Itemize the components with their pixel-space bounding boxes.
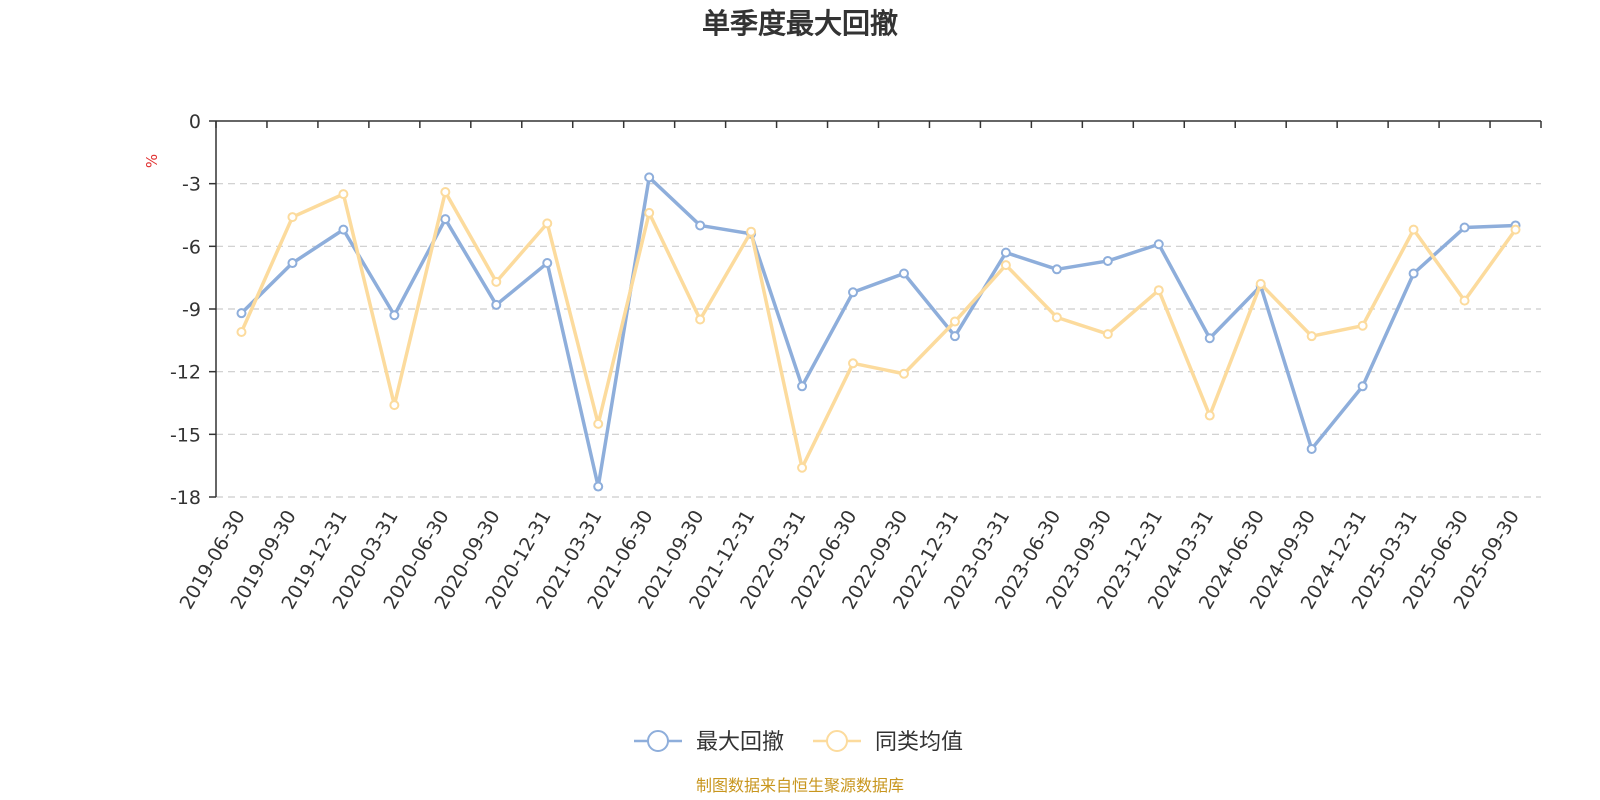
data-point xyxy=(440,214,451,225)
data-point xyxy=(593,418,604,429)
data-point xyxy=(1000,247,1011,258)
data-point xyxy=(797,462,808,473)
data-point xyxy=(236,326,247,337)
data-point xyxy=(1153,285,1164,296)
data-point xyxy=(338,224,349,235)
chart-title: 单季度最大回撤 xyxy=(702,7,898,40)
y-tick-label: 0 xyxy=(189,111,201,133)
data-point xyxy=(949,331,960,342)
grid-lines xyxy=(216,183,1541,498)
data-point xyxy=(1051,312,1062,323)
y-tick-label: -12 xyxy=(170,362,201,384)
data-point xyxy=(1459,295,1470,306)
data-point xyxy=(287,258,298,269)
data-source: 制图数据来自恒生聚源数据库 xyxy=(696,776,904,795)
data-point xyxy=(949,316,960,327)
legend-item-2[interactable]: 同类均值 xyxy=(813,730,963,755)
series-line xyxy=(240,175,1516,489)
series-line xyxy=(239,190,1517,470)
data-point xyxy=(1102,329,1113,340)
data-point xyxy=(491,299,502,310)
data-point xyxy=(695,314,706,325)
data-point xyxy=(1102,255,1113,266)
data-point xyxy=(1459,222,1470,233)
data-point xyxy=(1153,239,1164,250)
series-lines xyxy=(236,172,1521,492)
data-point xyxy=(898,368,909,379)
legend-marker xyxy=(826,730,848,752)
data-point xyxy=(287,212,298,223)
data-point xyxy=(338,189,349,200)
y-axis-unit: % xyxy=(143,154,161,168)
y-tick-label: -3 xyxy=(182,174,201,196)
data-point xyxy=(644,172,655,183)
y-tick-label: -15 xyxy=(170,424,201,446)
data-point xyxy=(389,400,400,411)
data-point xyxy=(1408,224,1419,235)
data-point xyxy=(695,220,706,231)
y-tick-label: -6 xyxy=(182,236,201,258)
data-point xyxy=(1051,264,1062,275)
data-point xyxy=(1204,333,1215,344)
data-point xyxy=(542,218,553,229)
series-2 xyxy=(236,187,1521,473)
data-point xyxy=(1306,331,1317,342)
data-point xyxy=(1357,320,1368,331)
series-1 xyxy=(236,172,1521,492)
data-point xyxy=(848,358,859,369)
data-point xyxy=(389,310,400,321)
y-tick-label: -18 xyxy=(170,487,201,509)
data-point xyxy=(440,187,451,198)
legend[interactable]: 最大回撤 同类均值 xyxy=(634,730,963,755)
data-point xyxy=(1510,224,1521,235)
legend-item-1[interactable]: 最大回撤 xyxy=(634,730,784,755)
data-point xyxy=(1306,443,1317,454)
data-point xyxy=(848,287,859,298)
data-point xyxy=(491,276,502,287)
data-point xyxy=(1357,381,1368,392)
data-point xyxy=(542,258,553,269)
y-tick-label: -9 xyxy=(182,299,201,321)
data-point xyxy=(797,381,808,392)
data-point xyxy=(1408,268,1419,279)
legend-marker xyxy=(647,730,669,752)
data-point xyxy=(898,268,909,279)
legend-label: 最大回撤 xyxy=(696,730,784,755)
data-point xyxy=(1000,260,1011,271)
data-point xyxy=(644,207,655,218)
data-point xyxy=(746,226,757,237)
data-point xyxy=(1204,410,1215,421)
data-point xyxy=(1255,278,1266,289)
legend-label: 同类均值 xyxy=(875,730,963,755)
data-point xyxy=(236,308,247,319)
data-point xyxy=(593,481,604,492)
